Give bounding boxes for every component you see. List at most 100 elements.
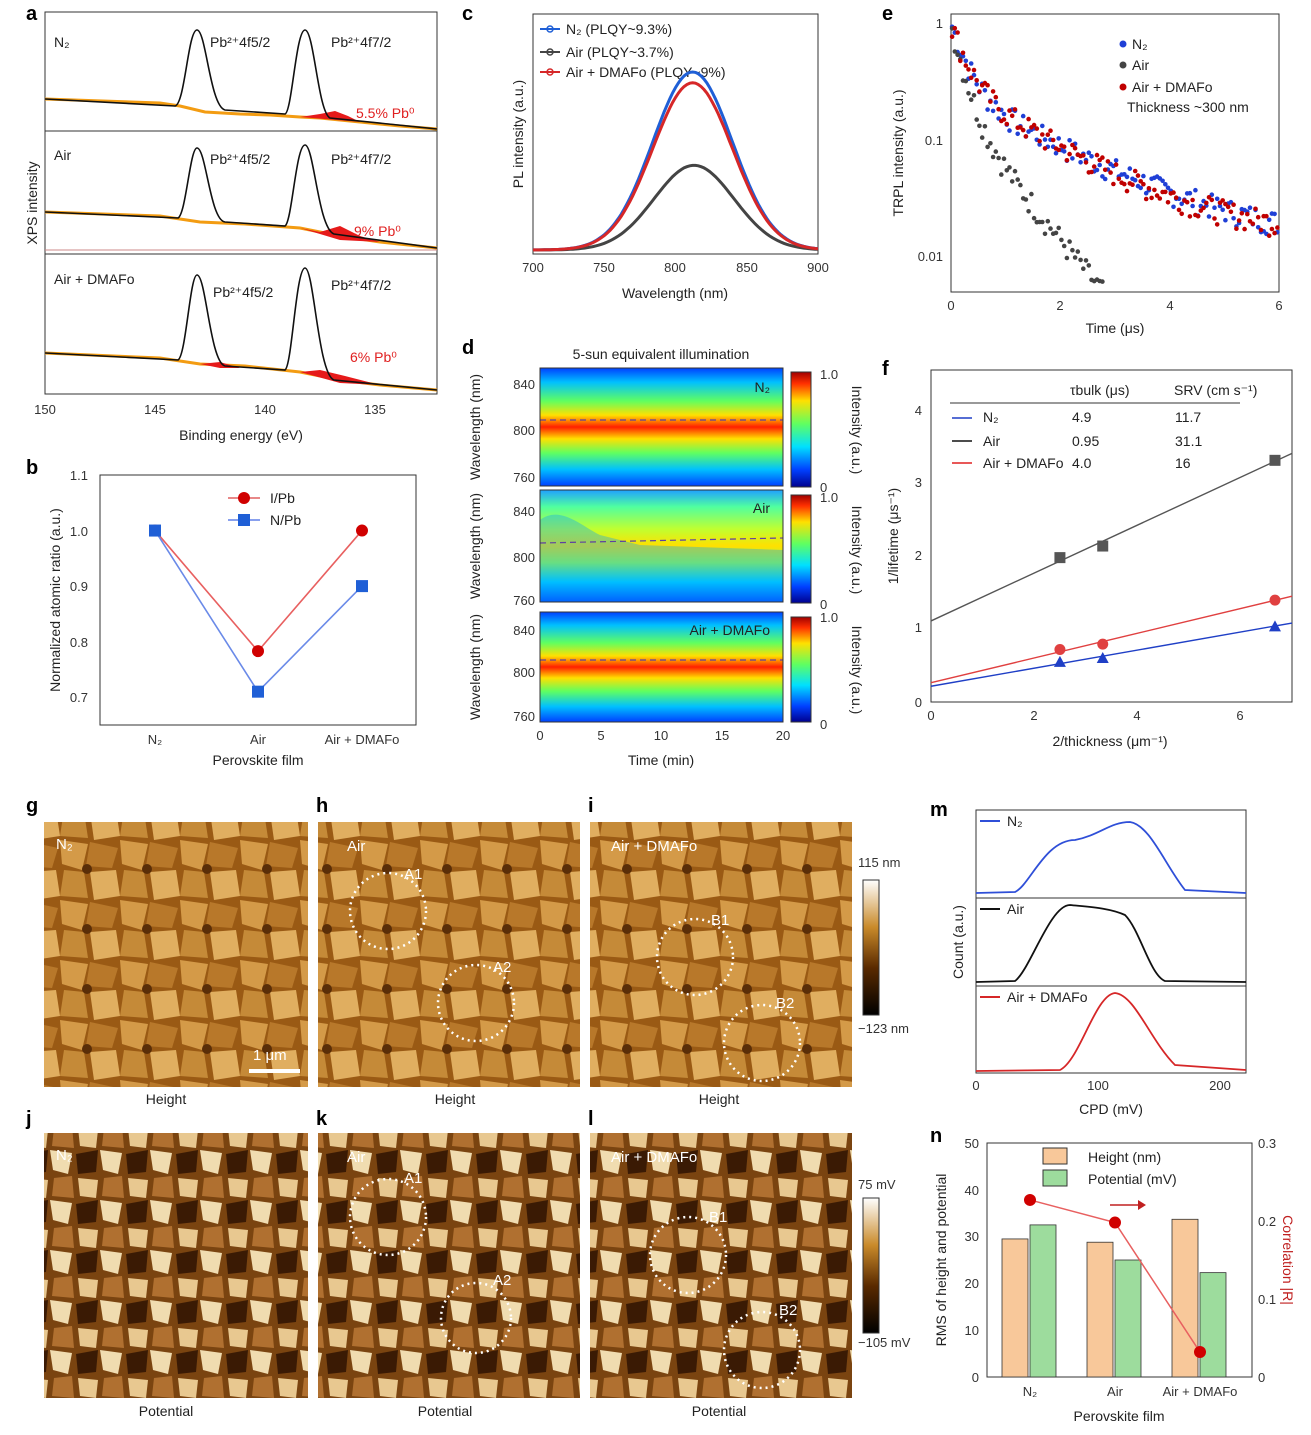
trpl-points-dmafo-pt — [1173, 195, 1179, 200]
trpl-points-dmafo-pt — [1236, 218, 1242, 223]
trpl-points-dmafo-pt — [1179, 211, 1184, 217]
trpl-points-air-pt — [1078, 257, 1083, 263]
cb2-tick-min: 0 — [820, 597, 827, 612]
trpl-points-air-pt — [1031, 215, 1037, 221]
xps-curve-dmafo — [44, 267, 438, 391]
lt-row-name-dmafo: Air + DMAFo — [983, 455, 1064, 471]
rms-y2tick-0: 0 — [1258, 1370, 1265, 1385]
cb3-tick-max: 1.0 — [820, 610, 838, 625]
trpl-points-n2-pt — [1193, 187, 1198, 193]
cpd-ylabel: Count (a.u.) — [950, 905, 966, 979]
trpl-points-air-pt — [1015, 177, 1020, 182]
panel-label-m: m — [930, 799, 948, 821]
trpl-points-dmafo-pt — [1056, 147, 1061, 153]
trpl-points-dmafo-pt — [1045, 132, 1051, 137]
trpl-legend-n2: N₂ — [1132, 36, 1148, 52]
trpl-xtick-0: 0 — [947, 298, 954, 313]
trpl-points-air-pt — [1048, 226, 1053, 231]
trpl-points-dmafo-pt — [1091, 164, 1097, 169]
pl-curve-1 — [533, 163, 819, 252]
cpd-curve-dmafo — [975, 992, 1247, 1072]
rms-ytick-20: 20 — [965, 1276, 979, 1291]
trpl-points-air-pt — [1067, 239, 1072, 244]
trpl-points-dmafo-pt — [993, 94, 999, 100]
lt-row-srv-dmafo: 16 — [1175, 455, 1191, 471]
ratio-xtick-dmafo: Air + DMAFo — [325, 732, 400, 747]
lt-xtick-2: 2 — [1030, 708, 1037, 723]
trpl-points-dmafo-pt — [971, 67, 977, 73]
cpd-curve-air — [975, 904, 1247, 983]
ratio-ytick-1.1: 1.1 — [70, 468, 88, 483]
panel-a-xps: N₂ Air Air + DMAFo Pb²⁺4f5/2 Pb²⁺4f7/2 P… — [24, 11, 438, 443]
lt-ytick-0: 0 — [915, 695, 922, 710]
trpl-points-dmafo-pt — [1258, 227, 1264, 233]
trpl-points-air-pt — [1061, 243, 1067, 249]
panel-b-ratio-chart: 1.1 1.0 0.9 0.8 0.7 N₂ Air Air + DMAFo P… — [47, 468, 417, 768]
trpl-points-n2-pt — [1220, 207, 1225, 213]
trpl-points-dmafo-pt — [1228, 209, 1234, 215]
xps-row-label-1: N₂ — [54, 34, 70, 50]
trpl-note: Thickness ~300 nm — [1127, 99, 1249, 115]
xps-xtick-3: 135 — [364, 402, 386, 417]
trpl-points-dmafo-pt — [1143, 196, 1149, 202]
xps-curve-air — [44, 144, 438, 249]
lt-table-header-tau: τbulk (μs) — [1070, 382, 1130, 398]
trpl-points-air-pt — [999, 172, 1004, 177]
xps-frame — [44, 11, 438, 395]
trpl-points-n2-pt — [1231, 216, 1236, 221]
trpl-points-dmafo-pt — [958, 58, 963, 64]
trpl-points-air — [949, 26, 1105, 284]
trpl-points-dmafo-pt — [1124, 188, 1130, 194]
trpl-points-air-pt — [974, 117, 979, 122]
trpl-points-air-pt — [1070, 247, 1075, 253]
trpl-points-air-pt — [968, 97, 974, 102]
trpl-points-dmafo-pt — [1204, 200, 1209, 206]
trpl-points-n2-pt — [1094, 167, 1100, 173]
trpl-points-dmafo-pt — [1040, 132, 1045, 137]
lt-point-air-1 — [1097, 540, 1109, 552]
trpl-points-dmafo-pt — [1138, 179, 1143, 184]
cpd-legend-n2: N₂ — [1007, 813, 1023, 829]
rms-bar-0-0 — [1001, 1238, 1029, 1378]
trpl-points-air-pt — [993, 149, 999, 154]
hm1-ylabel: Wavelength (nm) — [467, 374, 483, 480]
lt-point-dmafo-2 — [1269, 594, 1281, 606]
pl-xlabel: Wavelength (nm) — [622, 285, 728, 301]
panel-n-rms-chart: 0 10 20 30 40 50 0 0.1 0.2 0.3 Perovskit… — [933, 1136, 1296, 1424]
trpl-points-dmafo-pt — [1130, 182, 1135, 187]
ratio-ytick-0.7: 0.7 — [70, 690, 88, 705]
ratio-legend-npb: N/Pb — [270, 512, 301, 528]
cpd-xtick-0: 0 — [972, 1078, 979, 1093]
trpl-points-dmafo-pt — [1034, 126, 1040, 131]
panel-m-cpd: N₂ Air Air + DMAFo 0 100 200 CPD (mV) Co… — [950, 809, 1247, 1117]
trpl-points-dmafo-pt — [1214, 222, 1220, 227]
afm-potential-n2 — [44, 1133, 308, 1398]
trpl-points-n2-pt — [974, 82, 979, 87]
trpl-ytick-0.1: 0.1 — [925, 133, 943, 148]
heatmap-n2 — [540, 368, 783, 486]
trpl-points-dmafo-pt — [1108, 170, 1113, 175]
fit-line-0 — [930, 622, 1293, 687]
hm3-ytick-760: 760 — [513, 709, 535, 724]
trpl-points-dmafo-pt — [1231, 202, 1236, 207]
xps-pb0-1: 5.5% Pb⁰ — [356, 105, 415, 121]
afm-height-air — [318, 822, 580, 1087]
trpl-points-air-pt — [1009, 179, 1015, 184]
trpl-points-air-pt — [1053, 230, 1059, 236]
trpl-points-dmafo-pt — [1116, 176, 1122, 182]
hm2-ytick-760: 760 — [513, 593, 535, 608]
panel-e-trpl-chart: 1 0.1 0.01 0 2 4 6 Time (μs) TRPL intens… — [890, 13, 1283, 336]
trpl-points-air-pt — [963, 78, 969, 84]
trpl-points-n2-pt — [963, 58, 969, 64]
trpl-points-air-pt — [955, 52, 960, 58]
lt-point-n2-1 — [1096, 651, 1109, 663]
trpl-points-n2-pt — [1070, 156, 1075, 161]
trpl-points-dmafo-pt — [1165, 200, 1171, 205]
afm-height-max: 115 nm — [858, 855, 900, 870]
xps-peak1-label-1: Pb²⁺4f5/2 — [210, 34, 271, 50]
cb1-label: Intensity (a.u.) — [849, 386, 865, 475]
trpl-points-n2-pt — [1124, 174, 1130, 180]
trpl-points-air-pt — [996, 155, 1001, 161]
ratio-line-n-pb — [154, 530, 363, 693]
rms-bar-0-2 — [1171, 1218, 1199, 1378]
